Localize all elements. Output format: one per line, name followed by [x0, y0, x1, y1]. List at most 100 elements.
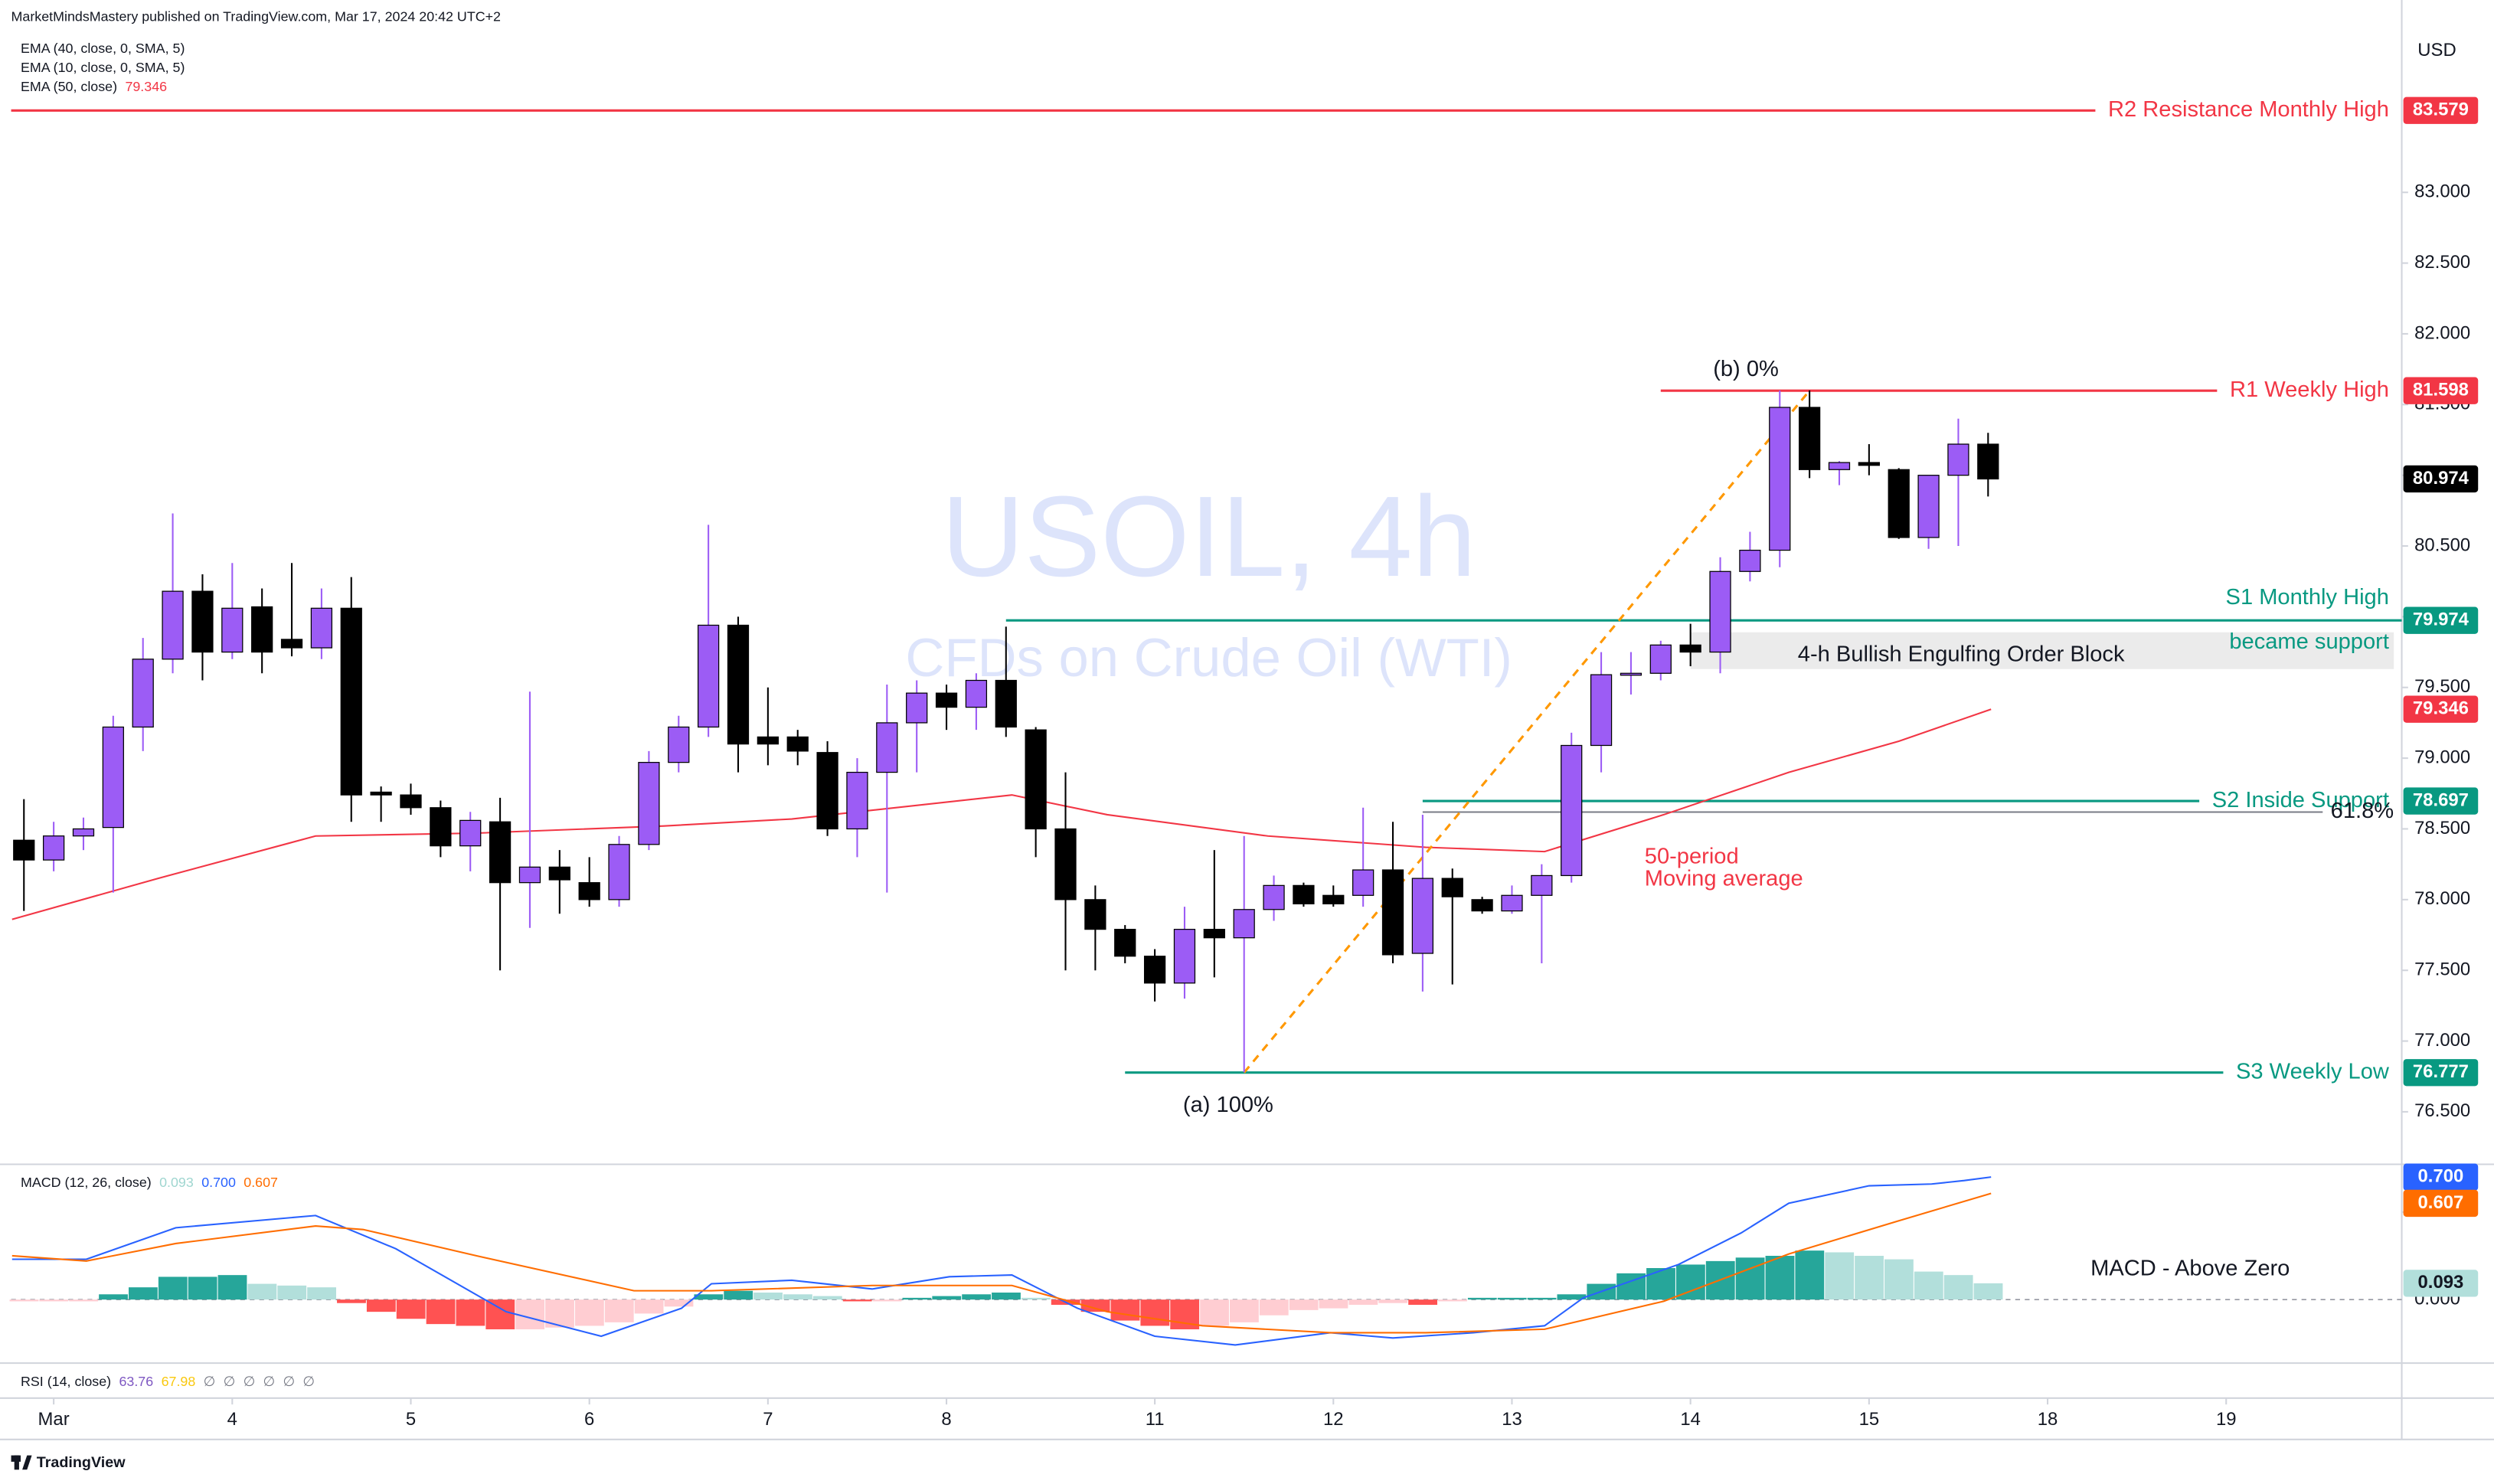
- x-tick-label: 19: [2216, 1409, 2237, 1430]
- level-label: S2 Inside Support: [2212, 788, 2389, 812]
- candle-body: [638, 762, 660, 845]
- y-tick-label: 79.500: [2414, 676, 2470, 697]
- candle-body: [1322, 894, 1345, 904]
- candle-body: [698, 624, 720, 728]
- y-tick-label: 82.500: [2414, 252, 2470, 273]
- logo-part: [14, 1455, 19, 1470]
- candle-body: [1381, 869, 1404, 956]
- macd-histogram-bar: [307, 1287, 337, 1300]
- candle-body: [1917, 475, 1940, 538]
- candle-body: [727, 624, 750, 745]
- candle-body: [191, 590, 214, 653]
- x-tick-label: Mar: [38, 1409, 70, 1430]
- candle-body: [1411, 878, 1434, 954]
- candle-body: [1143, 956, 1166, 984]
- currency: USD: [2417, 40, 2456, 60]
- macd-histogram-bar: [1110, 1299, 1140, 1321]
- macd-legend-value: 0.700: [201, 1175, 236, 1190]
- ma-note: Moving average: [1645, 866, 1803, 891]
- price-label-box: [2403, 96, 2479, 124]
- price-label: 0.607: [2418, 1192, 2464, 1213]
- candle-body: [1501, 894, 1523, 912]
- macd-histogram-bar: [1200, 1299, 1229, 1326]
- rsi-legend-value: ∅: [283, 1374, 295, 1389]
- macd-histogram-bar: [1943, 1275, 1973, 1300]
- price-label-box: [2403, 1189, 2479, 1218]
- macd-histogram-bar: [1557, 1294, 1587, 1300]
- candle-body: [1828, 462, 1851, 470]
- candle-body: [162, 590, 184, 660]
- rsi-legend: RSI (14, close): [21, 1374, 111, 1389]
- candle-body: [340, 607, 362, 796]
- indicator-legend: EMA (40, close, 0, SMA, 5): [21, 41, 185, 56]
- watermark-subtitle: CFDs on Crude Oil (WTI): [905, 627, 1512, 688]
- macd-histogram-bar: [1914, 1271, 1943, 1300]
- publisher: MarketMindsMastery published on TradingV…: [11, 9, 502, 25]
- macd-histogram-bar: [456, 1299, 485, 1326]
- macd-histogram-bar: [902, 1297, 932, 1300]
- macd-histogram-bar: [1348, 1299, 1378, 1306]
- macd-histogram-bar: [932, 1296, 962, 1300]
- price-label: 76.777: [2413, 1061, 2469, 1082]
- candle-body: [42, 835, 65, 861]
- candle-body: [757, 736, 779, 745]
- y-tick-label: 83.000: [2414, 181, 2470, 202]
- candle-body: [1709, 570, 1731, 653]
- indicator-value: 79.346: [125, 79, 167, 94]
- candle-body: [816, 752, 838, 830]
- signal-line: [11, 1192, 1992, 1334]
- candle-body: [1888, 469, 1910, 538]
- candle-body: [548, 866, 570, 881]
- candle-body: [1025, 729, 1047, 830]
- level-label: S3 Weekly Low: [2236, 1059, 2390, 1084]
- price-label-box: [2403, 1270, 2479, 1297]
- candle-body: [1114, 928, 1136, 957]
- candle-body: [13, 839, 35, 861]
- candle-body: [1352, 869, 1374, 896]
- macd-histogram-bar: [1646, 1268, 1675, 1300]
- candle-body: [1620, 672, 1643, 676]
- macd-histogram-bar: [1259, 1299, 1289, 1316]
- y-tick-label: 77.500: [2414, 959, 2470, 980]
- x-tick-label: 12: [1323, 1409, 1344, 1430]
- x-tick-label: 15: [1859, 1409, 1880, 1430]
- macd-histogram-bar: [1527, 1297, 1557, 1300]
- candle-body: [1739, 549, 1761, 572]
- x-tick-label: 7: [763, 1409, 773, 1430]
- candle-body: [1471, 899, 1493, 912]
- candle-body: [935, 692, 958, 708]
- rsi-legend-value: ∅: [302, 1374, 315, 1389]
- macd-histogram-bar: [1855, 1256, 1884, 1300]
- candle-body: [430, 807, 452, 847]
- macd-histogram-bar: [694, 1294, 724, 1300]
- macd-histogram-bar: [962, 1294, 992, 1300]
- x-tick-label: 13: [1502, 1409, 1522, 1430]
- candle-body: [72, 828, 95, 837]
- candle-body: [1649, 644, 1672, 674]
- level-label: R2 Resistance Monthly High: [2108, 97, 2389, 122]
- x-tick-label: 6: [584, 1409, 594, 1430]
- rsi-legend-value: ∅: [204, 1374, 216, 1389]
- x-tick-label: 11: [1146, 1409, 1165, 1430]
- candle-body: [1084, 899, 1106, 930]
- macd-histogram-bar: [634, 1299, 664, 1314]
- macd-legend-value: 0.093: [159, 1175, 194, 1190]
- macd-histogram-bar: [872, 1299, 902, 1302]
- candle-body: [965, 679, 988, 708]
- macd-histogram-bar: [1884, 1259, 1914, 1300]
- price-label: 81.598: [2413, 380, 2469, 400]
- price-label: 0.700: [2418, 1166, 2464, 1187]
- x-tick-label: 14: [1680, 1409, 1701, 1430]
- macd-histogram-bar: [1467, 1297, 1497, 1300]
- indicator-legend: EMA (10, close, 0, SMA, 5): [21, 60, 185, 75]
- macd-histogram-bar: [1080, 1299, 1110, 1312]
- macd-histogram-bar: [129, 1287, 158, 1300]
- footer-brand: TradingView: [37, 1454, 126, 1471]
- candle-body: [1173, 928, 1196, 984]
- price-label-box: [2403, 465, 2479, 493]
- candle-body: [132, 659, 154, 728]
- candle-body: [1977, 443, 1999, 480]
- candle-body: [578, 882, 600, 901]
- macd-legend-value: 0.607: [244, 1175, 278, 1190]
